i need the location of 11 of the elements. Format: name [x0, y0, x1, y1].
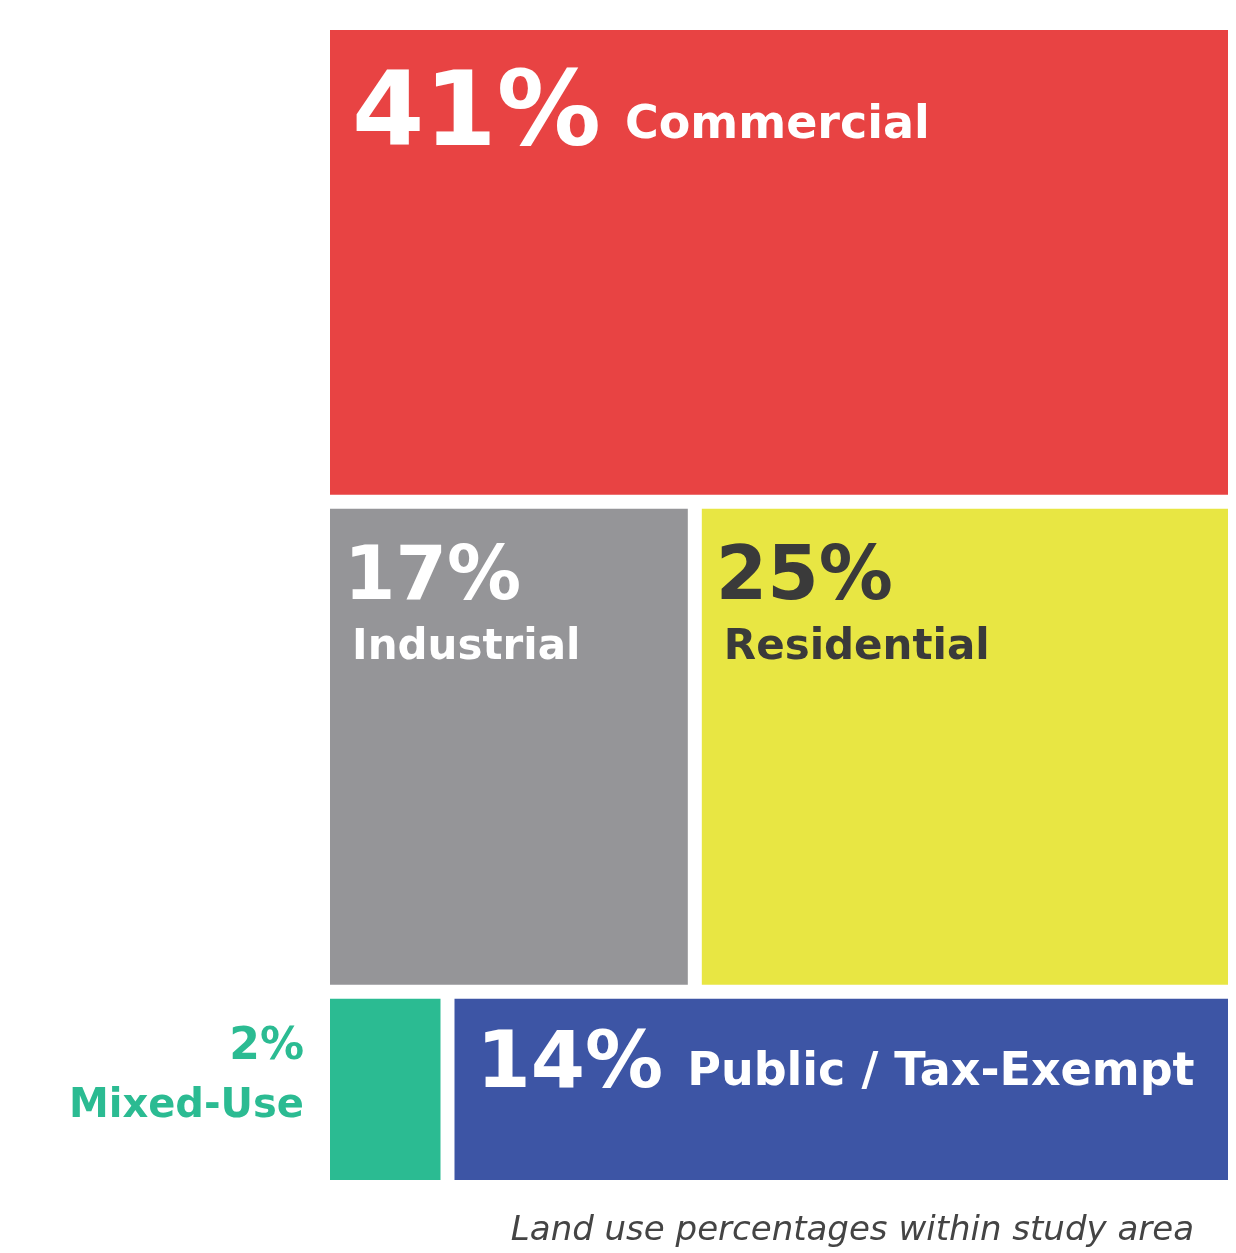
- data-label: 17%: [344, 529, 522, 616]
- category-label: Mixed-Use: [68, 1079, 304, 1126]
- category-label: Commercial: [624, 95, 930, 149]
- data-label: 41%: [352, 48, 601, 170]
- data-label: 14%: [476, 1014, 664, 1105]
- category-label: Industrial: [352, 619, 581, 669]
- data-label: 25%: [715, 529, 893, 616]
- text: Land use percentages within study area: [510, 1208, 1194, 1248]
- data-label: 2%: [229, 1017, 304, 1069]
- category-label: Residential: [723, 619, 990, 669]
- category-label: Public / Tax-Exempt: [687, 1041, 1195, 1096]
